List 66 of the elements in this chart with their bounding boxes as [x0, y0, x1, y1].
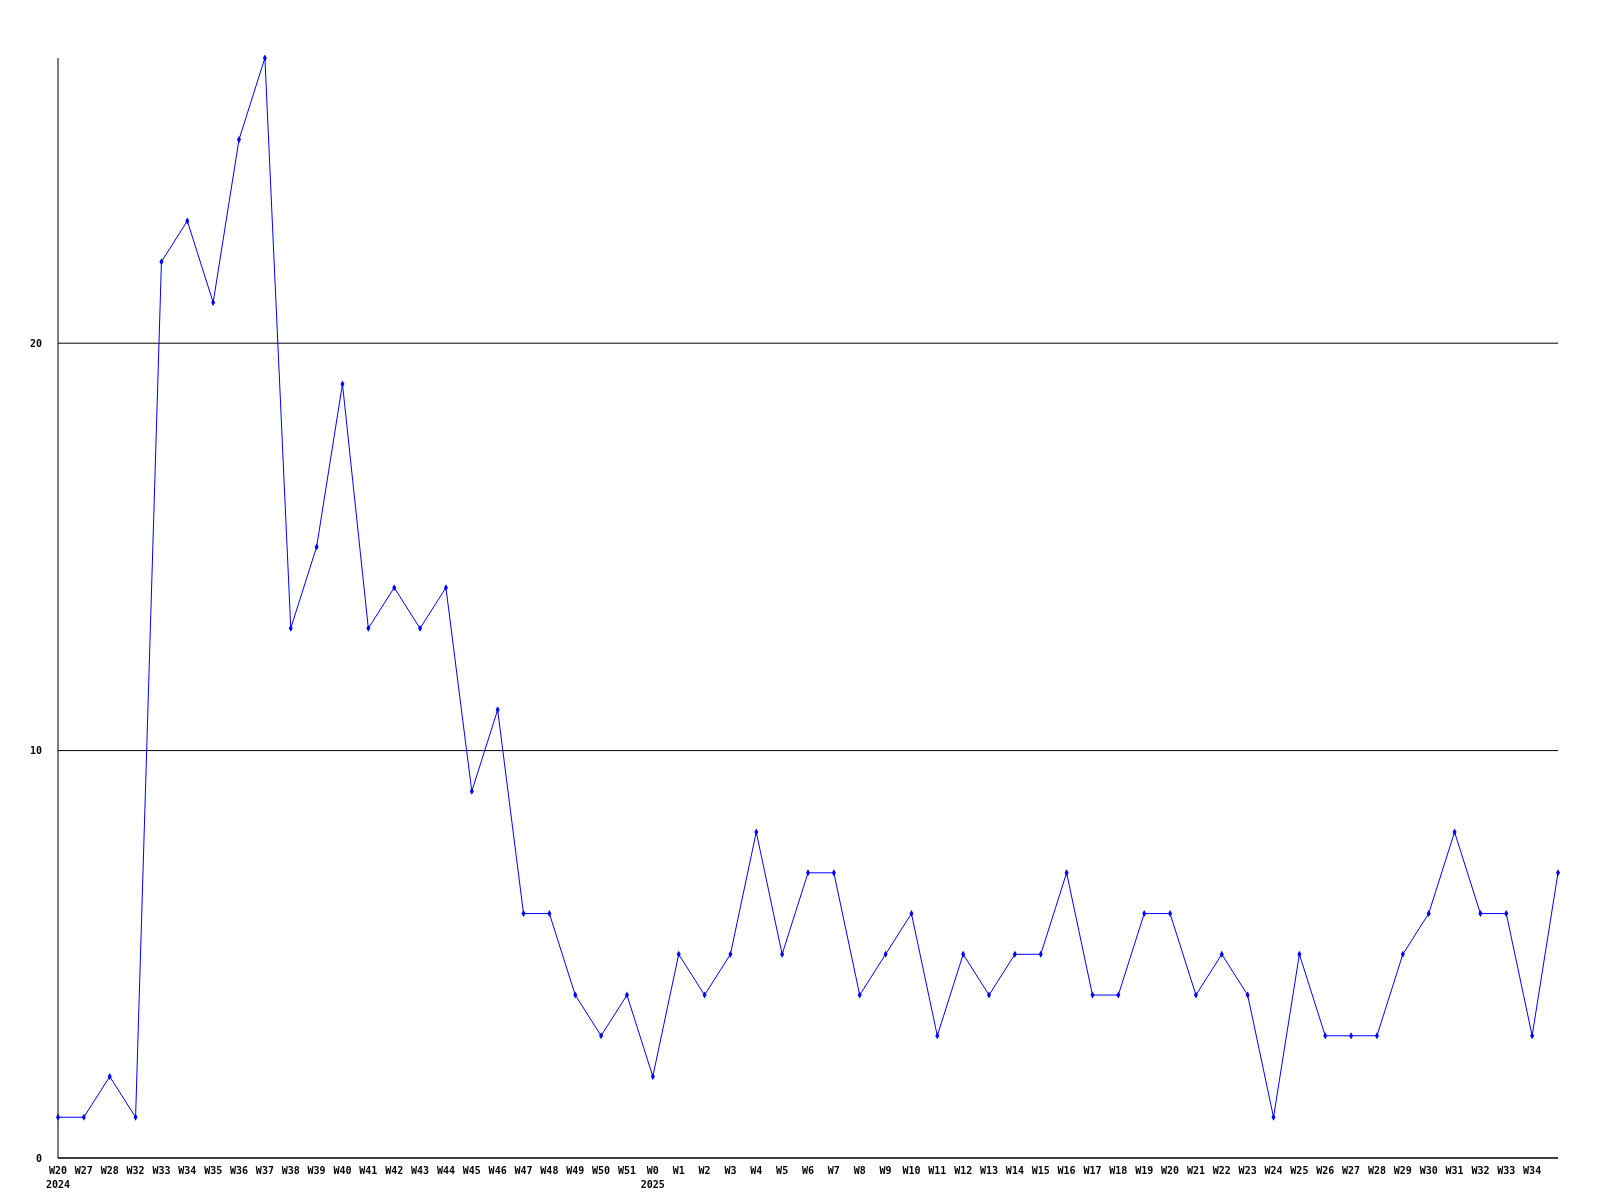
x-tick-label: W16	[1057, 1165, 1076, 1176]
x-tick-label: W17	[1083, 1165, 1102, 1176]
x-tick-label: W30	[1419, 1165, 1438, 1176]
x-tick-label: W34	[1523, 1165, 1542, 1176]
x-tick-label: W2	[698, 1165, 711, 1176]
x-tick-label: W25	[1290, 1165, 1309, 1176]
x-tick-label: W19	[1135, 1165, 1154, 1176]
x-tick-label: W14	[1005, 1165, 1024, 1176]
x-tick-label: W15	[1031, 1165, 1050, 1176]
x-tick-label: W49	[566, 1165, 585, 1176]
x-tick-label: W23	[1238, 1165, 1257, 1176]
x-tick-label: W26	[1316, 1165, 1335, 1176]
x-tick-label: W29	[1393, 1165, 1412, 1176]
x-tick-label: W18	[1109, 1165, 1128, 1176]
x-tick-label: W38	[281, 1165, 300, 1176]
x-tick-label: W32	[126, 1165, 145, 1176]
x-tick-label: W34	[178, 1165, 197, 1176]
x-tick-label: W6	[801, 1165, 815, 1176]
x-tick-label: W21	[1186, 1165, 1205, 1176]
x-tick-label: W27	[1342, 1165, 1361, 1176]
x-tick-label: W36	[230, 1165, 249, 1176]
x-tick-label: W20 2024	[45, 1165, 71, 1190]
x-tick-label: W31	[1445, 1165, 1464, 1176]
y-tick-label: 10	[29, 745, 42, 757]
x-tick-label: W11	[928, 1165, 947, 1176]
x-tick-label: W43	[411, 1165, 430, 1176]
x-tick-label: W27	[74, 1165, 93, 1176]
x-tick-label: W42	[385, 1165, 404, 1176]
x-tick-label: W12	[954, 1165, 973, 1176]
x-tick-label: W39	[307, 1165, 326, 1176]
x-tick-label: W4	[750, 1165, 763, 1176]
x-tick-label: W8	[853, 1165, 866, 1176]
x-tick-label: W41	[359, 1165, 378, 1176]
x-tick-label: W47	[514, 1165, 533, 1176]
x-tick-label: W45	[462, 1165, 481, 1176]
x-tick-label: W35	[204, 1165, 223, 1176]
point	[650, 1073, 655, 1080]
point	[805, 869, 811, 877]
x-tick-label: W1	[672, 1165, 685, 1176]
y-tick-label: 20	[29, 337, 42, 349]
x-tick-label: W46	[488, 1165, 507, 1176]
x-tick-label: W20	[1161, 1165, 1180, 1176]
x-tick-label: W28	[100, 1165, 119, 1176]
x-tick-label: W44	[436, 1165, 455, 1176]
x-tick-label: W0 2025	[640, 1165, 665, 1190]
x-tick-label: W22	[1212, 1165, 1231, 1176]
x-tick-label: W28	[1367, 1165, 1386, 1176]
x-tick-label: W51	[617, 1165, 636, 1176]
x-tick-label: W9	[879, 1165, 892, 1176]
x-tick-label: W5	[776, 1165, 789, 1176]
x-tick-label: W50	[592, 1165, 611, 1176]
x-tick-label: W40	[333, 1165, 352, 1176]
x-tick-label: W3	[724, 1165, 737, 1176]
x-tick-label: W33	[152, 1165, 171, 1176]
x-tick-label: W33	[1497, 1165, 1516, 1176]
x-tick-label: W7	[827, 1165, 840, 1176]
x-tick-label: W32	[1471, 1165, 1490, 1176]
x-tick-label: W24	[1264, 1165, 1283, 1176]
x-tick-label: W10	[902, 1165, 921, 1176]
x-tick-label: W37	[255, 1165, 274, 1176]
y-tick-label: 0	[35, 1152, 42, 1164]
point	[1555, 869, 1561, 877]
point	[55, 1113, 61, 1121]
point	[107, 1073, 112, 1080]
x-tick-label: W13	[980, 1165, 999, 1176]
x-tick-label: W48	[540, 1165, 559, 1176]
